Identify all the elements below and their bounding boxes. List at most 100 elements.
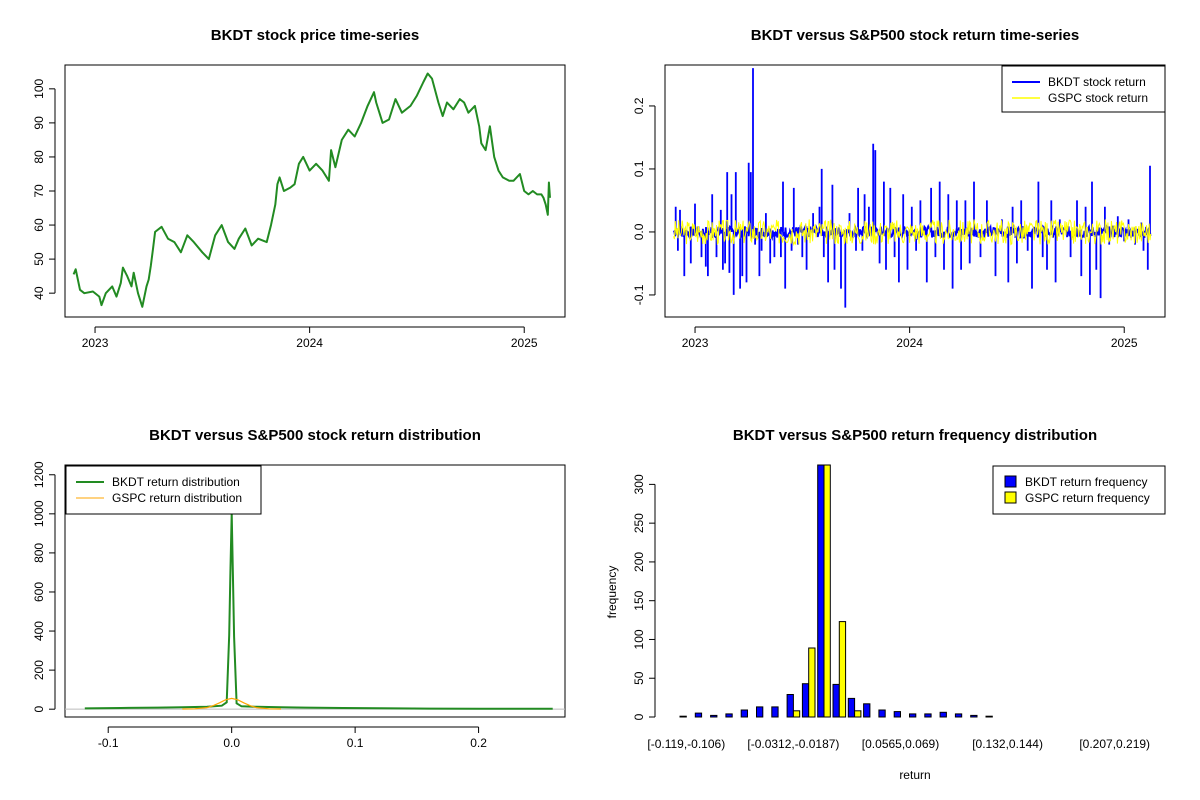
histogram-y-tick-label: 250	[632, 513, 646, 533]
price-y-tick-label: 70	[32, 184, 46, 198]
density-y-tick-label: 800	[32, 543, 46, 563]
returns-y-tick-label: 0.0	[632, 223, 646, 240]
histogram-y-tick-label: 200	[632, 552, 646, 572]
gspc-frequency-bar	[792, 710, 801, 718]
histogram-bars	[679, 464, 993, 718]
density-legend-box	[65, 465, 262, 515]
legend-label-bkdt-return: BKDT stock return	[1048, 75, 1146, 89]
bkdt-frequency-bar	[817, 464, 825, 718]
bkdt-frequency-bar	[909, 713, 917, 718]
density-title: BKDT versus S&P500 stock return distribu…	[149, 427, 481, 444]
bkdt-frequency-bar	[863, 703, 871, 718]
returns-legend: BKDT stock return GSPC stock return	[1001, 65, 1166, 113]
density-y-axis: 0 200 400 600 800 1000 1200	[32, 461, 56, 713]
gspc-frequency-bar	[823, 464, 831, 718]
returns-panel: BKDT versus S&P500 stock return time-ser…	[632, 27, 1166, 350]
histogram-y-tick-label: 50	[632, 671, 646, 685]
bkdt-frequency-bar	[710, 714, 718, 718]
price-y-tick-label: 80	[32, 150, 46, 164]
bkdt-frequency-bar	[939, 711, 947, 718]
gspc-frequency-bar	[808, 647, 816, 718]
density-legend: BKDT return distribution GSPC return dis…	[65, 465, 262, 515]
returns-series	[672, 68, 1152, 308]
bkdt-frequency-bar	[924, 713, 932, 718]
bkdt-frequency-bar	[847, 697, 856, 718]
bkdt-frequency-bar	[694, 712, 703, 718]
bkdt-frequency-bar	[985, 715, 993, 718]
returns-x-tick-label: 2023	[682, 336, 709, 350]
density-y-tick-label: 600	[32, 582, 46, 602]
returns-x-tick-label: 2025	[1111, 336, 1138, 350]
histogram-legend: BKDT return frequency GSPC return freque…	[992, 465, 1166, 515]
bkdt-frequency-bar	[878, 709, 886, 718]
density-y-tick-label: 1200	[32, 461, 46, 488]
bkdt-frequency-bar	[740, 709, 749, 718]
histogram-x-tick-label: [0.207,0.219)	[1079, 737, 1150, 751]
price-x-tick-label: 2024	[296, 336, 323, 350]
bkdt-frequency-bar	[725, 713, 733, 718]
histogram-y-label: frequency	[605, 566, 619, 619]
gspc-frequency-bar	[854, 710, 862, 718]
legend-label-gspc-return: GSPC stock return	[1048, 91, 1148, 105]
histogram-x-tick-label: [0.132,0.144)	[972, 737, 1043, 751]
histogram-panel: BKDT versus S&P500 return frequency dist…	[605, 427, 1166, 782]
density-y-tick-label: 1000	[32, 500, 46, 527]
bkdt-frequency-bar	[756, 706, 764, 718]
legend-label-gspc-density: GSPC return distribution	[112, 491, 242, 505]
returns-y-tick-label: 0.2	[632, 97, 646, 114]
gspc-return-line	[673, 219, 1152, 247]
bkdt-frequency-bar	[801, 683, 810, 718]
price-x-axis: 2023 2024 2025	[82, 326, 538, 350]
histogram-legend-box	[992, 465, 1166, 515]
returns-legend-box	[1001, 65, 1166, 113]
price-y-tick-label: 100	[32, 79, 46, 99]
legend-label-bkdt-density: BKDT return distribution	[112, 475, 240, 489]
price-x-tick-label: 2025	[511, 336, 538, 350]
returns-y-axis: -0.1 0.0 0.1 0.2	[632, 97, 656, 305]
legend-label-gspc-frequency: GSPC return frequency	[1025, 491, 1150, 505]
density-x-tick-label: 0.2	[470, 736, 487, 750]
histogram-y-tick-label: 300	[632, 474, 646, 494]
gspc-density-line	[182, 697, 282, 710]
bkdt-frequency-bar	[786, 694, 794, 718]
bkdt-frequency-bar	[893, 711, 902, 718]
price-y-tick-label: 60	[32, 218, 46, 232]
returns-y-tick-label: -0.1	[632, 284, 646, 305]
returns-plot-frame	[664, 64, 1166, 318]
density-y-tick-label: 0	[32, 706, 46, 713]
price-plot-frame	[64, 64, 566, 318]
price-y-tick-label: 90	[32, 116, 46, 130]
histogram-y-tick-label: 0	[632, 713, 646, 720]
histogram-x-label: return	[899, 768, 930, 782]
bkdt-frequency-bar	[970, 714, 978, 718]
histogram-y-tick-label: 150	[632, 590, 646, 610]
price-title: BKDT stock price time-series	[211, 27, 419, 44]
histogram-x-tick-label: [-0.119,-0.106)	[647, 737, 725, 751]
density-x-tick-label: 0.1	[347, 736, 364, 750]
price-line	[72, 72, 551, 308]
density-plot-frame	[64, 464, 566, 718]
legend-swatch-gspc-frequency	[1004, 491, 1017, 504]
gspc-frequency-bar	[838, 621, 847, 718]
histogram-x-tick-label: [0.0565,0.069)	[862, 737, 939, 751]
price-y-tick-label: 40	[32, 286, 46, 300]
histogram-title: BKDT versus S&P500 return frequency dist…	[733, 427, 1097, 444]
bkdt-frequency-bar	[832, 683, 840, 718]
price-y-tick-label: 50	[32, 252, 46, 266]
price-panel: BKDT stock price time-series 2023 2024 202…	[32, 27, 566, 350]
histogram-y-tick-label: 100	[632, 629, 646, 649]
density-panel: BKDT versus S&P500 stock return distribu…	[32, 427, 566, 750]
histogram-y-axis: 0 50 100 150 200 250 300	[632, 474, 656, 720]
price-x-tick-label: 2023	[82, 336, 109, 350]
bkdt-frequency-bar	[771, 706, 779, 718]
returns-x-axis: 2023 2024 2025	[682, 326, 1138, 350]
returns-y-tick-label: 0.1	[632, 160, 646, 177]
bkdt-frequency-bar	[679, 715, 687, 718]
density-series	[65, 513, 565, 710]
histogram-x-axis: [-0.119,-0.106) [-0.0312,-0.0187) [0.0565,…	[647, 737, 1150, 751]
histogram-x-tick-label: [-0.0312,-0.0187)	[747, 737, 839, 751]
density-x-tick-label: -0.1	[98, 736, 119, 750]
legend-swatch-bkdt-frequency	[1004, 475, 1017, 488]
price-series	[72, 72, 551, 308]
